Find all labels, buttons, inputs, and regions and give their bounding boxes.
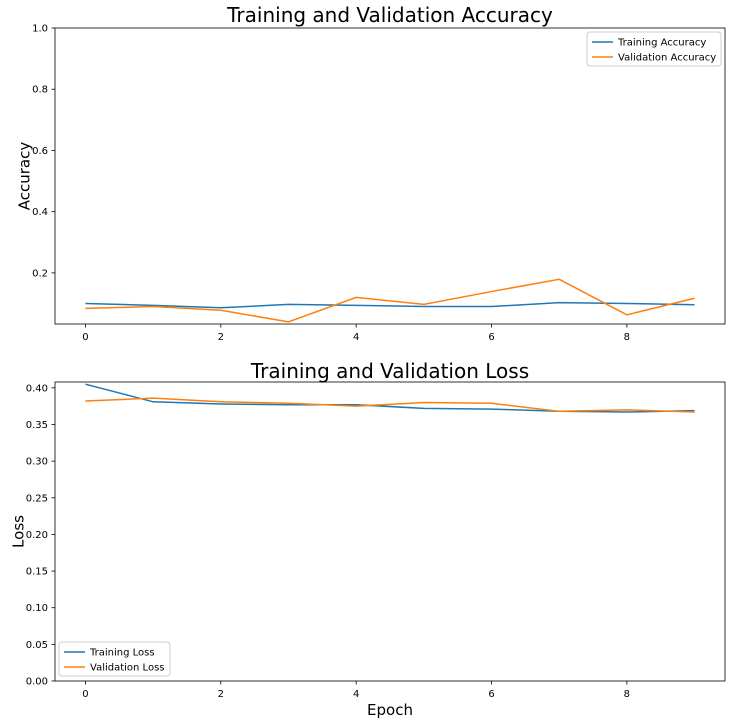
x-tick-label: 0	[82, 689, 88, 700]
x-tick-label: 6	[488, 689, 494, 700]
legend-label-training-accuracy: Training Accuracy	[617, 38, 706, 49]
accuracy-legend-box	[586, 31, 722, 67]
x-tick-label: 8	[624, 332, 630, 343]
accuracy-ticks: 0 2 4 6 8 0.2 0.4 0.6 0.8 1.0	[32, 24, 630, 344]
y-tick-label: 0.15	[26, 567, 48, 578]
y-tick-label: 0.6	[32, 146, 48, 157]
y-tick-label: 0.35	[26, 420, 48, 431]
legend-label-training-loss: Training Loss	[89, 648, 155, 659]
loss-plot-frame	[54, 381, 726, 682]
x-tick-label: 4	[353, 332, 359, 343]
y-tick-label: 0.10	[26, 603, 48, 614]
loss-legend-box	[58, 641, 171, 677]
y-tick-label: 0.4	[32, 207, 48, 218]
y-tick-label: 0.40	[26, 383, 48, 394]
loss-ticks: 0 2 4 6 8 0.00 0.05 0.10 0.15 0.20 0.25 0.30 0.35 0.4…	[26, 383, 630, 700]
series-line-training-loss	[85, 383, 695, 413]
y-tick-label: 0.05	[26, 640, 48, 651]
y-tick-label: 0.30	[26, 457, 48, 468]
x-tick-label: 4	[353, 689, 359, 700]
x-tick-label: 6	[488, 332, 494, 343]
x-tick-label: 0	[82, 332, 88, 343]
accuracy-chart-title: Training and Validation Accuracy	[226, 3, 553, 27]
x-tick-label: 2	[218, 332, 224, 343]
x-tick-label: 8	[624, 689, 630, 700]
x-tick-label: 2	[218, 689, 224, 700]
loss-y-axis-label: Loss	[10, 515, 28, 548]
legend-label-validation-loss: Validation Loss	[90, 663, 165, 674]
loss-series-lines	[85, 383, 695, 413]
series-line-training-accuracy	[85, 301, 695, 309]
loss-panel: Training and Validation Loss Loss Epoch …	[10, 359, 726, 719]
y-tick-label: 0.00	[26, 677, 48, 688]
y-tick-label: 0.25	[26, 493, 48, 504]
y-tick-label: 0.20	[26, 530, 48, 541]
accuracy-panel: Training and Validation Accuracy Accurac…	[16, 3, 726, 343]
legend-label-validation-accuracy: Validation Accuracy	[618, 53, 716, 64]
accuracy-series-lines	[85, 278, 695, 323]
y-tick-label: 0.2	[32, 268, 48, 279]
series-line-validation-accuracy	[85, 278, 695, 323]
series-line-validation-loss	[85, 397, 695, 413]
accuracy-plot-frame	[54, 27, 726, 325]
accuracy-legend: Training Accuracy Validation Accuracy	[586, 31, 722, 67]
loss-legend: Training Loss Validation Loss	[58, 641, 171, 677]
loss-x-axis-label: Epoch	[367, 701, 413, 719]
y-tick-label: 1.0	[32, 24, 48, 35]
loss-chart-title: Training and Validation Loss	[250, 359, 529, 383]
accuracy-y-axis-label: Accuracy	[16, 142, 34, 211]
y-tick-label: 0.8	[32, 85, 48, 96]
